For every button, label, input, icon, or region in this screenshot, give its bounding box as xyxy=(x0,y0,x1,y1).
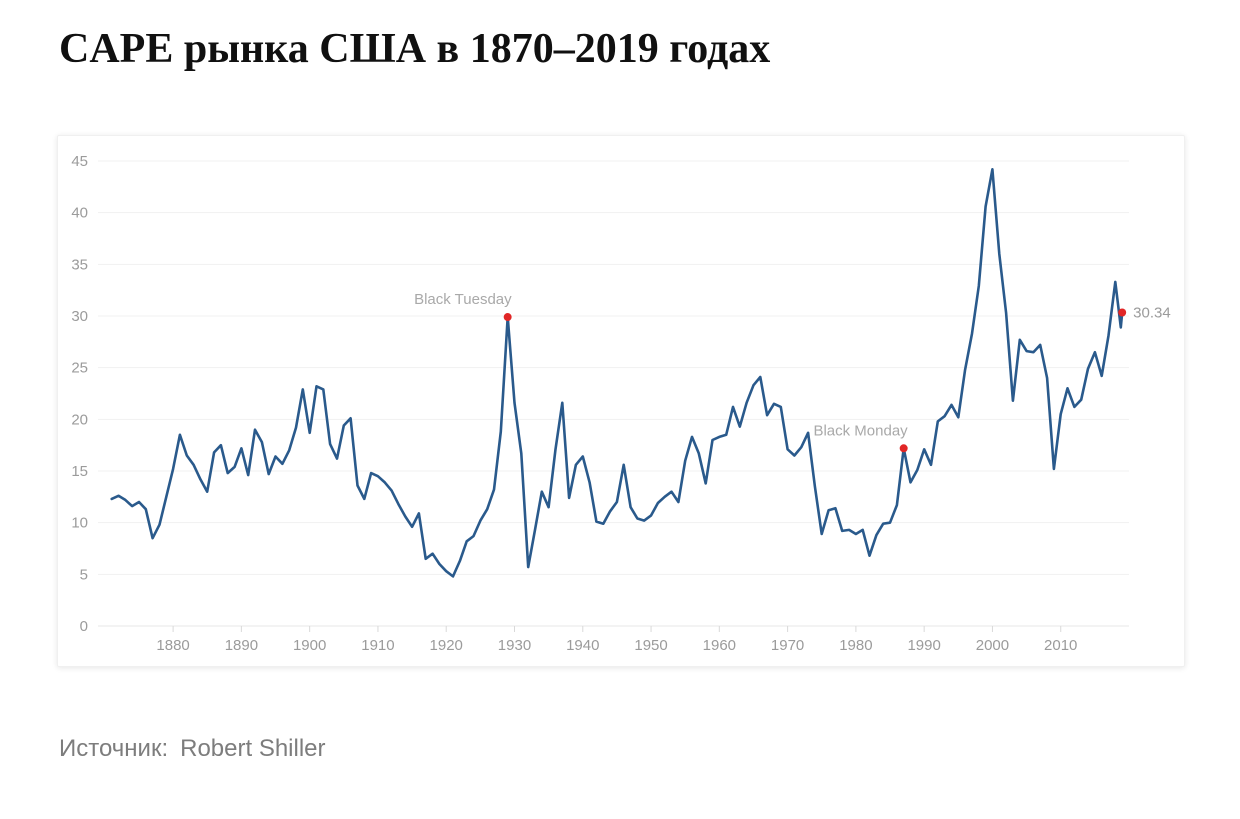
x-tick-label: 1980 xyxy=(839,637,872,654)
y-tick-label: 45 xyxy=(71,153,88,170)
cape-line xyxy=(110,167,1124,578)
page-title: CAPE рынка США в 1870–2019 годах xyxy=(59,26,771,72)
x-tick-label: 1970 xyxy=(771,637,804,654)
x-tick-label: 1940 xyxy=(566,637,599,654)
y-tick-label: 30 xyxy=(71,308,88,325)
event-label: Black Tuesday xyxy=(414,291,512,308)
x-tick-label: 2000 xyxy=(976,637,1009,654)
x-tick-label: 1930 xyxy=(498,637,531,654)
x-tick-label: 1950 xyxy=(634,637,667,654)
y-tick-label: 10 xyxy=(71,515,88,532)
source-label: Источник: xyxy=(59,735,169,762)
x-tick-label: 1960 xyxy=(703,637,736,654)
x-tick-label: 1910 xyxy=(361,637,394,654)
source-value: Robert Shiller xyxy=(180,735,326,762)
chart-card: 0 5 10 15 20 25 30 35 40 45 1880 1890 1900 1910 1920 19… xyxy=(57,135,1185,667)
last-value-marker xyxy=(1118,308,1127,317)
y-tick-label: 35 xyxy=(71,256,88,273)
event-label: Black Monday xyxy=(813,422,908,439)
event-marker xyxy=(503,313,512,322)
y-tick-label: 40 xyxy=(71,205,88,222)
y-tick-label: 20 xyxy=(71,411,88,428)
y-tick-label: 0 xyxy=(80,618,88,635)
x-tick-label: 1920 xyxy=(430,637,463,654)
y-tick-label: 25 xyxy=(71,360,88,377)
event-marker xyxy=(899,444,908,453)
cape-line-chart: 0 5 10 15 20 25 30 35 40 45 1880 1890 1900 1910 1920 19… xyxy=(71,153,1171,654)
x-tick-label: 1990 xyxy=(907,637,940,654)
source-line: Источник: Robert Shiller xyxy=(59,735,326,763)
x-tick-label: 2010 xyxy=(1044,637,1077,654)
y-tick-label: 15 xyxy=(71,463,88,480)
x-tick-label: 1890 xyxy=(225,637,258,654)
x-tick-label: 1900 xyxy=(293,637,326,654)
x-tick-label: 1880 xyxy=(156,637,189,654)
last-value-label: 30.34 xyxy=(1133,304,1171,321)
y-tick-label: 5 xyxy=(80,566,88,583)
